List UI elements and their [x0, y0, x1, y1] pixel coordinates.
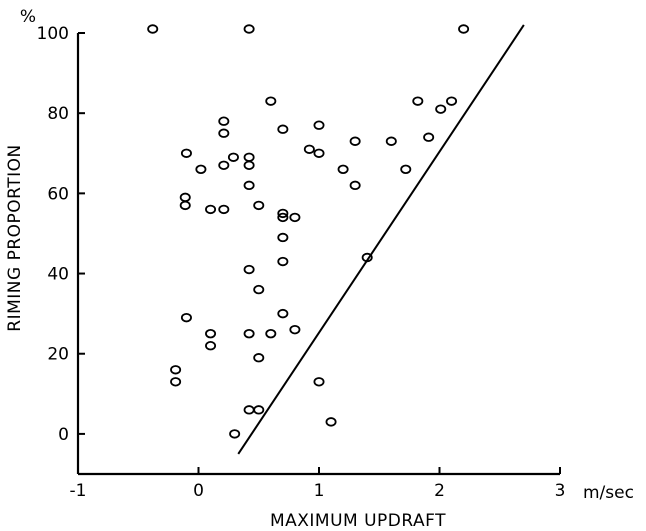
data-point	[218, 204, 230, 215]
data-point	[313, 148, 325, 158]
data-point	[325, 417, 337, 427]
data-point	[446, 96, 458, 106]
data-point	[253, 200, 265, 211]
x-ticks: -1 0 1 2 3	[70, 467, 566, 501]
data-point	[253, 353, 265, 363]
data-point	[180, 312, 192, 323]
data-point	[277, 256, 289, 267]
y-ticks: 0 20 40 60 80 100	[37, 24, 85, 445]
y-tick-label: 80	[47, 104, 69, 124]
data-points	[147, 24, 470, 439]
x-tick-label: -1	[70, 481, 87, 501]
x-tick-label: 3	[555, 481, 566, 501]
data-point	[243, 264, 255, 275]
data-point	[265, 328, 277, 339]
data-point	[170, 377, 182, 387]
y-tick-label: 20	[47, 345, 69, 365]
data-point	[227, 152, 239, 162]
x-tick-label: 1	[314, 481, 325, 501]
data-point	[423, 132, 435, 142]
data-point	[289, 324, 301, 335]
data-point	[218, 160, 230, 170]
trend-line	[237, 24, 525, 455]
data-point	[243, 152, 255, 162]
data-point	[218, 128, 230, 138]
data-point	[277, 208, 289, 219]
y-tick-label: 100	[37, 24, 69, 44]
y-tick-label: 60	[47, 184, 69, 204]
data-point	[349, 180, 361, 191]
data-point	[303, 144, 315, 154]
x-tick-label: 2	[434, 481, 445, 501]
data-point	[205, 204, 217, 215]
data-point	[243, 180, 255, 191]
data-point	[253, 405, 265, 415]
data-point	[313, 120, 325, 130]
data-point	[277, 232, 289, 243]
data-point	[435, 104, 447, 114]
data-point	[313, 377, 325, 387]
axes	[76, 33, 560, 476]
data-point	[412, 96, 424, 106]
y-axis-title: RIMING PROPORTION	[5, 144, 25, 331]
data-point	[170, 365, 182, 375]
data-point	[277, 308, 289, 319]
x-tick-label: 0	[193, 481, 204, 501]
data-point	[349, 136, 361, 146]
data-point	[180, 148, 192, 158]
data-point	[400, 164, 412, 175]
data-point	[243, 160, 255, 170]
y-tick-label: 40	[47, 265, 69, 285]
data-point	[218, 116, 230, 126]
data-point	[265, 96, 277, 106]
data-point	[337, 164, 349, 175]
data-point	[243, 24, 255, 34]
data-point	[277, 212, 289, 223]
data-point	[458, 24, 470, 34]
y-unit-label: %	[20, 7, 36, 27]
data-point	[243, 328, 255, 339]
data-point	[179, 200, 191, 211]
data-point	[205, 341, 217, 351]
data-point	[243, 405, 255, 415]
data-point	[195, 164, 207, 175]
data-point	[253, 284, 265, 295]
x-unit-label: m/sec	[583, 483, 634, 503]
data-point	[147, 24, 159, 34]
y-tick-label: 0	[58, 425, 69, 445]
data-point	[229, 429, 241, 439]
data-point	[277, 124, 289, 134]
x-axis-title: MAXIMUM UPDRAFT	[270, 511, 446, 531]
data-point	[385, 136, 397, 146]
data-point	[289, 212, 301, 223]
data-point	[179, 192, 191, 203]
data-point	[205, 328, 217, 339]
